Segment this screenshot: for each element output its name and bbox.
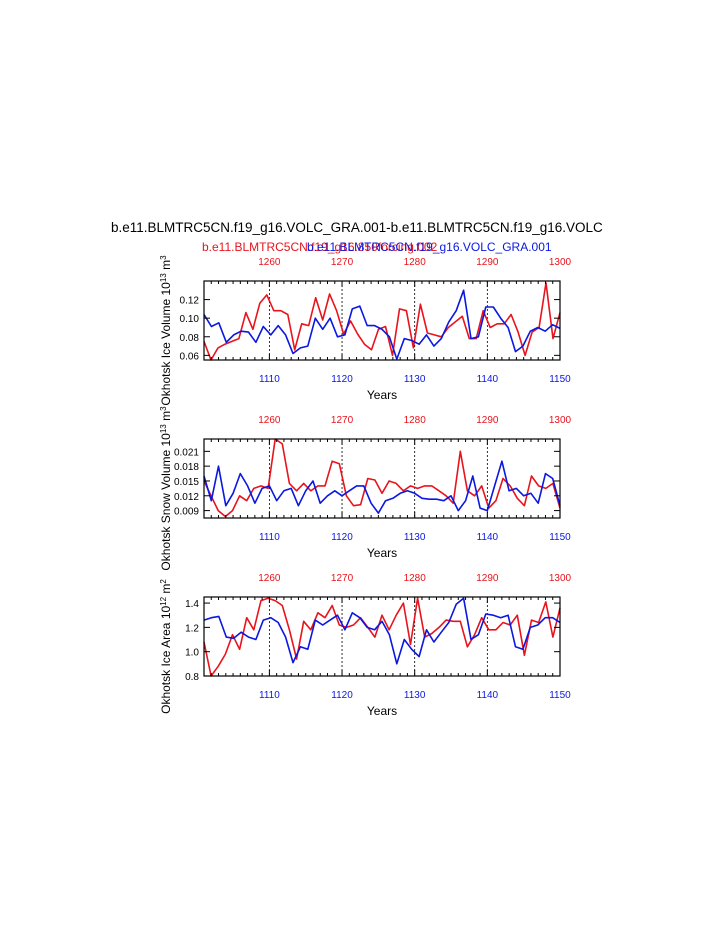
x-tick-label-bottom: 1110 xyxy=(259,690,280,701)
y-axis-label-superscript: 3 xyxy=(159,255,168,260)
x-axis-label: Years xyxy=(367,546,397,560)
series-line-red xyxy=(203,282,561,361)
y-tick-label: 0.021 xyxy=(174,447,199,458)
y-axis-label-superscript: 12 xyxy=(159,596,168,605)
x-tick-label-bottom: 1110 xyxy=(259,374,280,385)
legend-red-label: b.e11.BLMTRC5CN.f19_g16.850forcing.002 xyxy=(202,240,438,254)
series-line-blue xyxy=(203,460,561,514)
y-tick-label: 0.12 xyxy=(180,296,200,307)
y-axis-label-text: m xyxy=(159,584,173,597)
y-tick-label: 0.10 xyxy=(180,314,200,325)
series-line-blue xyxy=(203,289,561,360)
plot-frame xyxy=(203,596,561,677)
y-axis-label-superscript: 3 xyxy=(159,406,168,411)
chart-main-title: b.e11.BLMTRC5CN.f19_g16.VOLC_GRA.001-b.e… xyxy=(111,220,603,235)
y-axis-label: Okhotsk Ice Volume 1013 m3 xyxy=(159,255,174,406)
plot-frame xyxy=(203,438,561,519)
series-line-blue xyxy=(203,597,561,665)
chart-panels: 0.06 0.08 0.10 0.12 1110 1120 1130 1140 1150 1260… xyxy=(159,255,572,718)
y-tick-label: 1.0 xyxy=(185,648,199,659)
x-tick-label-bottom: 1140 xyxy=(477,532,499,543)
x-tick-label-bottom: 1110 xyxy=(259,532,280,543)
y-axis-label-superscript: 13 xyxy=(159,424,168,433)
y-axis-label-text: Okhotsk Ice Volume 10 xyxy=(159,282,173,406)
x-tick-label-bottom: 1150 xyxy=(549,532,571,543)
y-tick-label: 0.015 xyxy=(174,477,199,488)
x-axis-label: Years xyxy=(367,388,397,402)
x-tick-label-top: 1270 xyxy=(331,257,354,268)
x-tick-label-top: 1300 xyxy=(549,257,572,268)
y-axis-label-superscript: 13 xyxy=(159,273,168,282)
legend-blue-label: b.e11.BLMTRC5CN.f19_g16.VOLC_GRA.001 xyxy=(307,240,552,254)
x-tick-label-bottom: 1120 xyxy=(331,690,353,701)
x-tick-label-top: 1260 xyxy=(258,257,281,268)
x-axis-label: Years xyxy=(367,704,397,718)
x-tick-label-top: 1260 xyxy=(258,573,281,584)
x-tick-label-top: 1290 xyxy=(476,415,499,426)
chart-panel-3: 0.8 1.0 1.2 1.4 1110 1120 1130 1140 1150 1260 1270… xyxy=(159,573,572,718)
plot-frame xyxy=(203,280,561,361)
x-tick-label-top: 1290 xyxy=(476,573,499,584)
x-tick-label-bottom: 1120 xyxy=(331,532,353,543)
x-tick-label-top: 1300 xyxy=(549,415,572,426)
series-line-red xyxy=(203,438,561,518)
x-tick-label-top: 1280 xyxy=(404,257,427,268)
y-tick-label: 1.4 xyxy=(185,599,199,610)
x-tick-label-bottom: 1150 xyxy=(549,374,571,385)
y-tick-label: 0.012 xyxy=(174,492,199,503)
y-axis-label-text: Okhotsk Snow Volume 10 xyxy=(159,433,173,571)
x-tick-label-top: 1260 xyxy=(258,415,281,426)
series-line-red xyxy=(203,597,561,677)
x-tick-label-bottom: 1140 xyxy=(477,374,499,385)
y-axis-label-superscript: 2 xyxy=(159,579,168,584)
x-tick-label-top: 1270 xyxy=(331,415,354,426)
y-axis-label-text: m xyxy=(159,411,173,424)
x-tick-label-bottom: 1130 xyxy=(404,374,426,385)
x-tick-label-bottom: 1130 xyxy=(404,690,426,701)
x-tick-label-top: 1270 xyxy=(331,573,354,584)
y-tick-label: 0.06 xyxy=(180,351,200,362)
chart-panel-1: 0.06 0.08 0.10 0.12 1110 1120 1130 1140 1150 1260… xyxy=(159,255,572,406)
y-axis-label-text: Okhotsk Ice Area 10 xyxy=(159,605,173,713)
y-axis-label: Okhotsk Snow Volume 1013 m3 xyxy=(159,406,174,571)
x-tick-label-bottom: 1120 xyxy=(331,374,353,385)
y-tick-label: 0.018 xyxy=(174,462,199,473)
y-tick-label: 0.8 xyxy=(185,672,199,683)
x-tick-label-top: 1280 xyxy=(404,573,427,584)
x-tick-label-bottom: 1150 xyxy=(549,690,571,701)
x-tick-label-top: 1280 xyxy=(404,415,427,426)
y-tick-label: 0.08 xyxy=(180,333,200,344)
chart-panel-2: 0.009 0.012 0.015 0.018 0.021 1110 1120 1130 114… xyxy=(159,406,572,571)
x-tick-label-bottom: 1140 xyxy=(477,690,499,701)
y-tick-label: 1.2 xyxy=(185,623,199,634)
x-tick-label-bottom: 1130 xyxy=(404,532,426,543)
y-axis-label: Okhotsk Ice Area 1012 m2 xyxy=(159,579,174,714)
y-tick-label: 0.009 xyxy=(174,507,199,518)
x-tick-label-top: 1290 xyxy=(476,257,499,268)
x-tick-label-top: 1300 xyxy=(549,573,572,584)
y-axis-label-text: m xyxy=(159,260,173,273)
